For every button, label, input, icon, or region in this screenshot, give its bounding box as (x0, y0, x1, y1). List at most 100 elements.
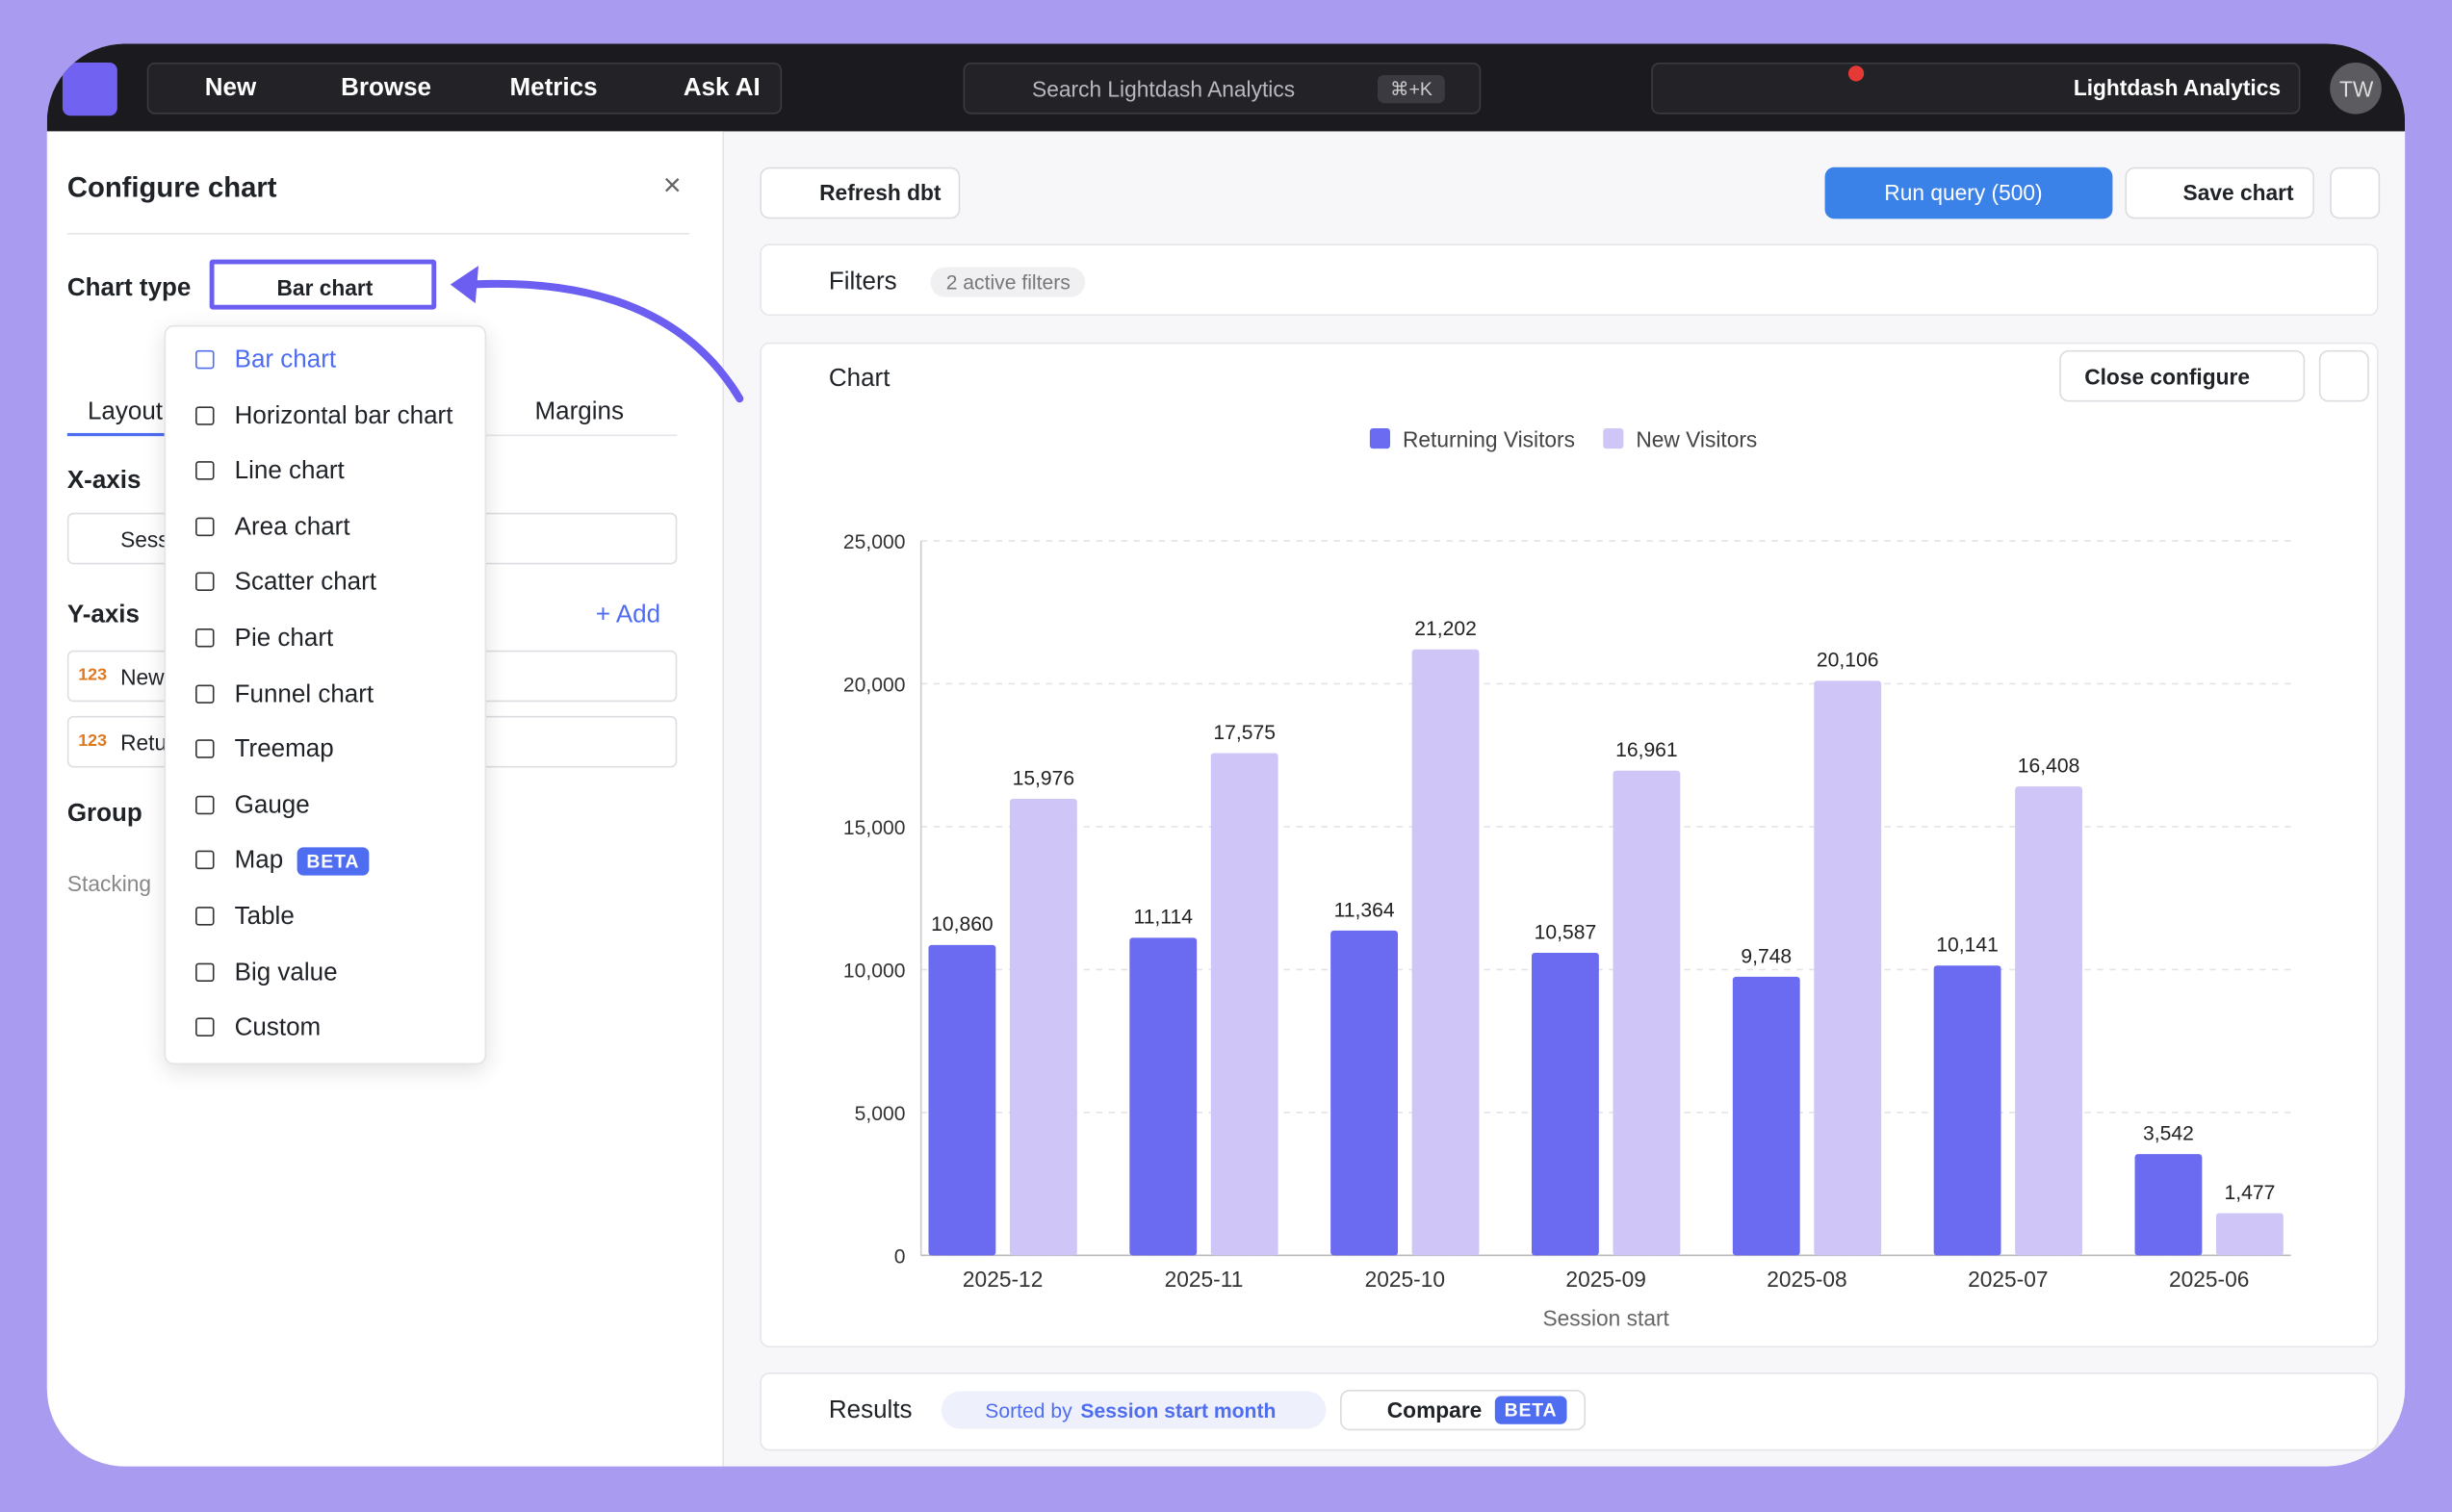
nav-browse[interactable]: Browse (341, 74, 431, 102)
sorted-prefix: Sorted by (985, 1398, 1072, 1423)
tab-layout[interactable]: Layout (87, 398, 164, 425)
dropdown-item[interactable]: Area chart (234, 514, 350, 541)
y-tick-label: 15,000 (843, 817, 906, 839)
dropdown-item[interactable]: Gauge (234, 792, 310, 819)
item-icon (195, 405, 215, 425)
nav-ask-ai[interactable]: Ask AI (683, 74, 761, 102)
search-placeholder: Search Lightdash Analytics (1032, 76, 1296, 102)
bar (1009, 798, 1077, 1256)
filters-label: Filters (828, 269, 897, 295)
item-icon (195, 461, 215, 480)
annotation-arrow (465, 279, 744, 403)
dropdown-item[interactable]: Big value (234, 959, 338, 987)
bar (1330, 930, 1399, 1256)
save-text: Save chart (2182, 179, 2294, 205)
x-tick-label: 2025-08 (1767, 1267, 1846, 1292)
tab-margins[interactable]: Margins (534, 398, 624, 425)
search-box[interactable] (963, 62, 1482, 115)
stacking-label: Stacking (66, 870, 152, 896)
avatar-initials: TW (2338, 76, 2374, 102)
x-axis-label: X-axis (66, 467, 142, 495)
dropdown-item[interactable]: Horizontal bar chart (234, 402, 453, 430)
dropdown-item[interactable]: Map (234, 848, 284, 875)
notification-dot (1847, 65, 1865, 82)
value-label: 9,748 (1741, 945, 1792, 967)
beta-badge: BETA (297, 848, 369, 877)
dropdown-item[interactable]: Funnel chart (234, 680, 374, 708)
dropdown-item[interactable]: Custom (234, 1014, 322, 1042)
y-tick-label: 10,000 (843, 961, 906, 983)
beta-badge: BETA (1494, 1396, 1567, 1424)
value-label: 3,542 (2143, 1123, 2194, 1145)
value-label: 11,114 (1134, 907, 1194, 929)
run-text: Run query (500) (1884, 179, 2043, 205)
item-icon (195, 907, 215, 926)
dropdown-item[interactable]: Bar chart (234, 346, 337, 374)
bar (1933, 965, 2001, 1256)
dropdown-item[interactable]: Line chart (234, 458, 345, 485)
dropdown-item[interactable]: Scatter chart (234, 569, 376, 597)
legend-swatch (1369, 428, 1391, 449)
y-axis-label: Y-axis (66, 602, 140, 628)
item-icon (195, 851, 215, 870)
bar (1532, 952, 1599, 1256)
chart-type-label: Chart type (66, 274, 192, 302)
value-label: 10,141 (1936, 935, 1999, 957)
nav-new[interactable]: New (204, 74, 257, 102)
share-button[interactable] (2318, 349, 2369, 402)
chart-type-dropdown: Bar chart Horizontal bar chart Line chart A… (164, 324, 487, 1065)
x-axis-title: Session start (1542, 1305, 1669, 1330)
x-tick-label: 2025-12 (963, 1267, 1043, 1292)
avatar[interactable] (2330, 62, 2382, 115)
value-label: 15,976 (1013, 767, 1075, 789)
bar (1411, 649, 1480, 1256)
org-name[interactable]: Lightdash Analytics (2073, 74, 2282, 100)
arrow-head (450, 266, 479, 304)
x-tick-label: 2025-07 (1968, 1267, 2048, 1292)
x-tick-label: 2025-09 (1565, 1267, 1645, 1292)
item-icon (195, 349, 215, 370)
chart-type-select[interactable] (209, 259, 437, 310)
item-icon (195, 683, 215, 704)
value-label: 16,961 (1615, 739, 1678, 761)
bar (2134, 1154, 2203, 1256)
save-button[interactable] (2125, 167, 2314, 219)
y-tick-label: 5,000 (855, 1103, 906, 1125)
link-button[interactable] (2330, 167, 2381, 219)
value-label: 20,106 (1817, 650, 1879, 672)
x-tick-label: 2025-06 (2169, 1267, 2249, 1292)
tab-indicator (66, 432, 209, 437)
close-configure-text: Close configure (2084, 364, 2251, 390)
top-nav: New Browse Metrics Ask AI Search Lightda… (46, 43, 2406, 132)
y-tick-label: 25,000 (843, 531, 906, 553)
bar (1210, 753, 1278, 1256)
dropdown-item[interactable]: Table (234, 903, 295, 931)
number-icon: 123 (78, 731, 108, 751)
legend-label: New Visitors (1636, 427, 1757, 452)
sort-chip[interactable] (941, 1391, 1327, 1429)
panel-title: Configure chart (66, 171, 277, 204)
close-configure[interactable] (2059, 349, 2306, 402)
logo[interactable] (62, 62, 117, 116)
nav-metrics[interactable]: Metrics (509, 74, 598, 102)
item-icon (195, 795, 215, 814)
y-tick-label: 20,000 (843, 675, 906, 697)
item-icon (195, 1017, 215, 1038)
y-field-name: Retu (120, 730, 168, 756)
run-button[interactable] (1824, 167, 2113, 219)
compare-text: Compare (1386, 1397, 1483, 1423)
close-icon[interactable]: × (662, 168, 682, 204)
number-icon: 123 (78, 665, 108, 685)
nav-actions (1651, 62, 2301, 115)
value-label: 1,477 (2224, 1182, 2275, 1204)
chart-type-value: Bar chart (276, 274, 374, 300)
bar (1732, 976, 1800, 1256)
add-button[interactable]: + Add (595, 602, 661, 628)
refresh-button[interactable] (760, 167, 961, 219)
dropdown-item[interactable]: Treemap (234, 736, 334, 763)
y-tick-label: 0 (894, 1245, 906, 1268)
dropdown-item[interactable]: Pie chart (234, 625, 334, 653)
